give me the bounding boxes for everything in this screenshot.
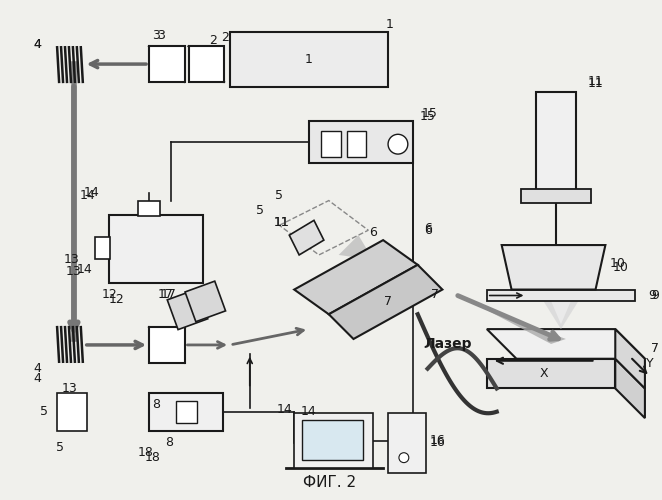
Text: 16: 16 [430, 434, 446, 448]
Text: 15: 15 [422, 107, 438, 120]
Text: 4: 4 [33, 362, 41, 375]
Text: Лазер: Лазер [423, 337, 471, 351]
Text: 4: 4 [33, 372, 41, 385]
Bar [57, 394, 87, 431]
Text: 3: 3 [152, 29, 160, 42]
Text: 13: 13 [66, 266, 82, 278]
Bar [175, 402, 197, 423]
Circle shape [399, 452, 409, 462]
Text: X: X [540, 367, 548, 380]
Polygon shape [349, 250, 388, 274]
Text: 8: 8 [152, 398, 160, 411]
Text: 9: 9 [648, 289, 656, 302]
Text: 5: 5 [56, 442, 64, 454]
Text: 13: 13 [62, 382, 78, 395]
Text: 3: 3 [157, 29, 165, 42]
Polygon shape [502, 245, 606, 290]
Bar [302, 420, 363, 460]
Polygon shape [536, 290, 586, 329]
Text: 14: 14 [84, 186, 99, 199]
Polygon shape [487, 359, 615, 388]
Text: 5: 5 [275, 189, 283, 202]
Polygon shape [546, 290, 576, 324]
Text: 4: 4 [33, 38, 41, 51]
Text: 7: 7 [384, 295, 392, 308]
Text: 10: 10 [612, 262, 628, 274]
Text: 18: 18 [138, 446, 154, 459]
Circle shape [388, 134, 408, 154]
Polygon shape [457, 294, 566, 344]
Polygon shape [339, 235, 373, 260]
Bar [230, 32, 388, 87]
Text: ФИГ. 2: ФИГ. 2 [303, 475, 356, 490]
Text: 6: 6 [424, 224, 432, 236]
Text: 5: 5 [256, 204, 263, 217]
Polygon shape [294, 240, 418, 314]
Text: 2: 2 [209, 34, 217, 47]
Text: 18: 18 [145, 451, 161, 464]
Text: 16: 16 [430, 436, 446, 450]
Polygon shape [615, 329, 645, 388]
Text: 17: 17 [158, 288, 173, 301]
Polygon shape [329, 265, 442, 339]
Bar [149, 394, 223, 431]
Bar [109, 216, 203, 282]
Bar [321, 132, 341, 157]
Text: 10: 10 [609, 258, 625, 270]
Bar [309, 122, 413, 163]
Text: 6: 6 [369, 226, 377, 238]
Bar [167, 289, 208, 330]
Text: 7: 7 [432, 288, 440, 301]
Bar [149, 46, 185, 82]
Bar [536, 92, 576, 190]
Text: 17: 17 [161, 288, 177, 301]
Text: Y: Y [646, 357, 653, 370]
Polygon shape [615, 359, 645, 418]
Text: 2: 2 [221, 31, 229, 44]
Text: 7: 7 [651, 342, 659, 355]
Polygon shape [289, 220, 324, 255]
Text: 14: 14 [277, 402, 292, 415]
Bar [294, 413, 373, 468]
Bar [185, 281, 226, 322]
Bar [138, 200, 160, 216]
Text: 8: 8 [165, 436, 173, 450]
Text: 15: 15 [420, 110, 436, 123]
Text: 12: 12 [109, 293, 124, 306]
Text: 11: 11 [588, 78, 603, 90]
Text: 11: 11 [273, 216, 289, 229]
Bar [95, 237, 111, 259]
Text: 5: 5 [40, 404, 48, 417]
Bar [347, 132, 366, 157]
Bar [189, 46, 224, 82]
Text: 11: 11 [273, 216, 289, 229]
Text: 1: 1 [386, 18, 394, 31]
Text: 6: 6 [424, 222, 432, 234]
Text: 14: 14 [80, 189, 95, 202]
Text: 12: 12 [101, 288, 117, 301]
Text: 11: 11 [588, 76, 603, 88]
Text: 14: 14 [301, 404, 317, 417]
Bar [522, 188, 591, 202]
Bar [487, 290, 635, 302]
Bar [149, 327, 185, 362]
Polygon shape [487, 329, 645, 359]
Text: 4: 4 [33, 38, 41, 51]
Bar [388, 413, 426, 472]
Text: 13: 13 [64, 254, 80, 266]
Text: 9: 9 [651, 289, 659, 302]
Text: 14: 14 [77, 264, 93, 276]
Text: 1: 1 [305, 52, 313, 66]
